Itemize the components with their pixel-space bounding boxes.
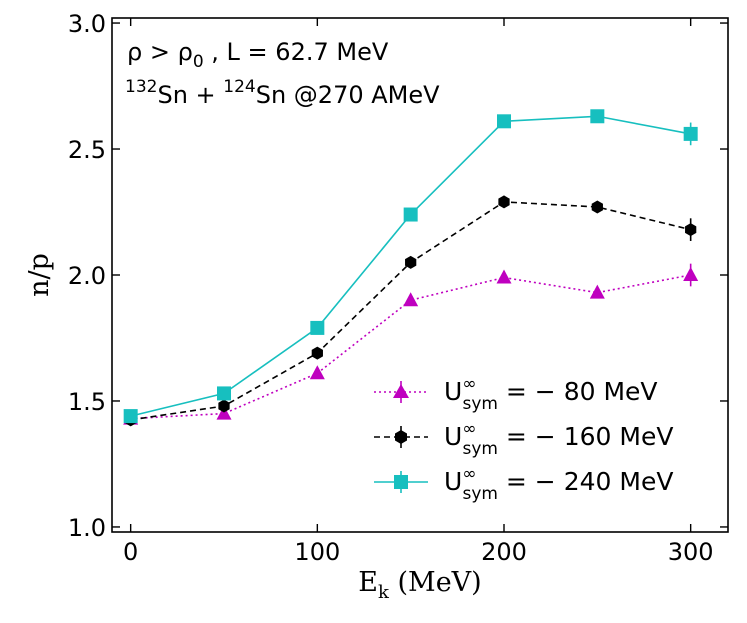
legend-entry-160: U∞ sym = − 160 MeV [374, 419, 673, 459]
data-point [685, 223, 697, 237]
legend-marker-240 [394, 475, 408, 489]
legend-label-160: U∞ sym = − 160 MeV [444, 419, 673, 459]
series-layer [123, 109, 699, 427]
data-point [591, 200, 603, 214]
y-tick-label: 3.0 [68, 10, 106, 38]
legend-entry-240: U∞ sym = − 240 MeV [374, 464, 673, 504]
data-point [405, 255, 417, 269]
y-tick-label: 2.0 [68, 262, 106, 290]
data-point [403, 292, 419, 307]
data-point [123, 409, 138, 424]
annotation-line-1: ρ > ρ0 , L = 62.7 MeV [127, 38, 389, 72]
legend-entry-80: U∞ sym = − 80 MeV [374, 374, 658, 414]
legend-label-80: U∞ sym = − 80 MeV [444, 374, 658, 414]
x-tick-label: 0 [123, 538, 138, 566]
data-point [218, 399, 230, 413]
data-point [589, 284, 605, 299]
legend-label-240: U∞ sym = − 240 MeV [444, 464, 673, 504]
x-tick-label: 300 [668, 538, 714, 566]
data-point [590, 109, 605, 124]
data-point [403, 207, 418, 222]
y-tick-label: 1.0 [68, 514, 106, 542]
annotation-line-2: 132Sn + 124Sn @270 AMeV [125, 77, 440, 109]
data-point [496, 269, 512, 284]
data-point [309, 365, 325, 380]
data-point [310, 320, 325, 335]
y-tick-label: 2.5 [68, 136, 106, 164]
data-point [683, 126, 698, 141]
y-axis-label: n/p [24, 253, 55, 297]
data-point [217, 386, 231, 401]
data-point [497, 114, 511, 129]
data-point [216, 405, 232, 420]
legend-marker-160 [395, 430, 407, 444]
legend-marker-80 [393, 384, 409, 398]
data-point [311, 346, 323, 360]
data-point [683, 267, 699, 281]
y-tick-label: 1.5 [68, 388, 106, 416]
axis-ticks: 0 100 200 300 1.0 1.5 2.0 2.5 3.0 [68, 10, 728, 566]
data-point [498, 195, 510, 209]
x-tick-label: 200 [481, 538, 527, 566]
legend: U∞ sym = − 80 MeV U∞ sym = − 160 MeV U∞ sym… [374, 374, 673, 504]
x-tick-label: 100 [294, 538, 340, 566]
annotation-block: ρ > ρ0 , L = 62.7 MeV 132Sn + 124Sn @270… [125, 38, 440, 109]
x-axis-label: Ek (MeV) [358, 567, 481, 603]
